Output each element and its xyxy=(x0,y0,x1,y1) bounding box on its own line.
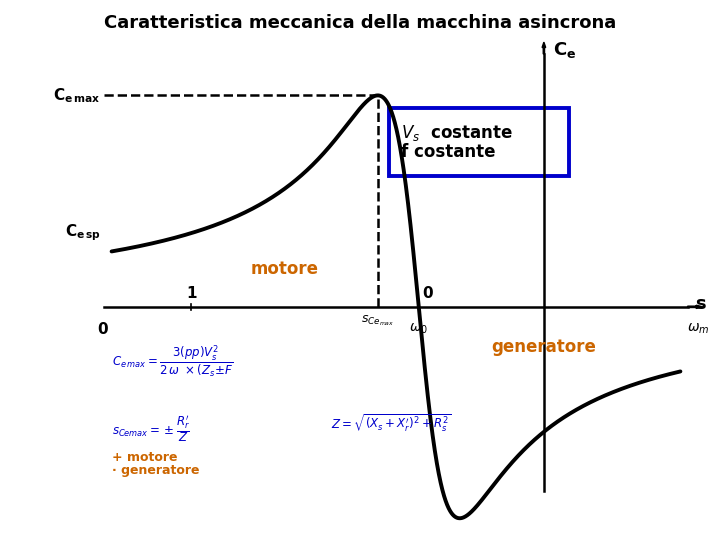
Text: $\mathbf{s}$: $\mathbf{s}$ xyxy=(695,295,706,313)
Text: 0: 0 xyxy=(98,322,108,337)
Text: $\mathbf{C_{e\,sp}}$: $\mathbf{C_{e\,sp}}$ xyxy=(65,223,101,244)
Text: 0: 0 xyxy=(422,286,433,301)
Text: · generatore: · generatore xyxy=(112,464,199,477)
Text: $\omega_0$: $\omega_0$ xyxy=(409,322,428,336)
Text: $\omega_m$: $\omega_m$ xyxy=(687,322,710,336)
Text: 33: 33 xyxy=(686,518,702,531)
Text: $Z = \sqrt{(X_s + X_r^{\prime})^2 + R_s^2}$: $Z = \sqrt{(X_s + X_r^{\prime})^2 + R_s^… xyxy=(331,413,451,434)
Text: $s_{Ce_{max}}$: $s_{Ce_{max}}$ xyxy=(361,313,395,328)
Text: $\mathbf{C_{e\,max}}$: $\mathbf{C_{e\,max}}$ xyxy=(53,86,101,105)
Text: $C_{e\,max} = \dfrac{3(pp)V_s^2}{2\,\omega\ \times(Z_s\!\pm\!F}$: $C_{e\,max} = \dfrac{3(pp)V_s^2}{2\,\ome… xyxy=(112,343,233,379)
Text: $V_s$  costante: $V_s$ costante xyxy=(401,123,513,143)
Text: $s_{Cemax} = \pm\dfrac{R_r^{\prime}}{Z}$: $s_{Cemax} = \pm\dfrac{R_r^{\prime}}{Z}$ xyxy=(112,413,189,444)
Text: $\mathbf{C_e}$: $\mathbf{C_e}$ xyxy=(552,39,576,60)
Text: + motore: + motore xyxy=(112,451,177,464)
Text: f costante: f costante xyxy=(401,143,495,161)
Text: 1: 1 xyxy=(186,286,197,301)
Text: generatore: generatore xyxy=(492,339,596,356)
Text: motore: motore xyxy=(251,260,318,278)
Text: Asincrono – Circuito equivalente – Francesco Benzi: Asincrono – Circuito equivalente – Franc… xyxy=(16,518,315,531)
Text: Caratteristica meccanica della macchina asincrona: Caratteristica meccanica della macchina … xyxy=(104,14,616,31)
